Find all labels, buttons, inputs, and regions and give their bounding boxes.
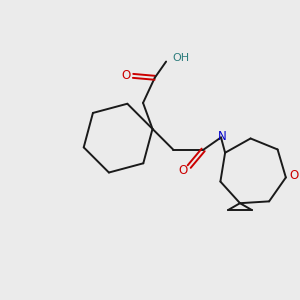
- Text: O: O: [178, 164, 188, 177]
- Text: O: O: [122, 69, 131, 82]
- Text: N: N: [218, 130, 226, 143]
- Text: OH: OH: [172, 52, 189, 63]
- Text: O: O: [289, 169, 298, 182]
